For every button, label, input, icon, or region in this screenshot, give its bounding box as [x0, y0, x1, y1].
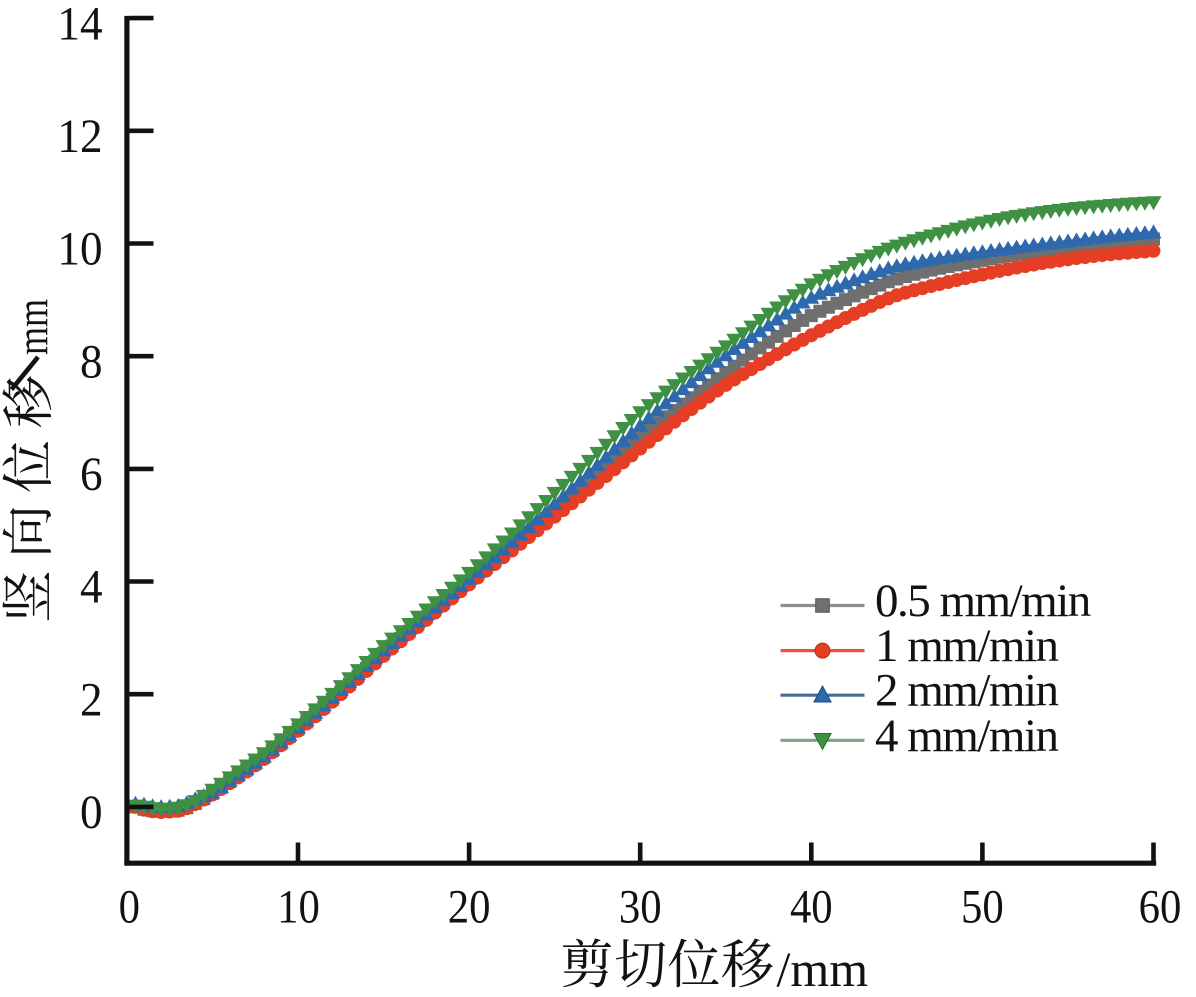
- svg-text:6: 6: [80, 449, 103, 501]
- svg-text:1 mm/min: 1 mm/min: [875, 620, 1059, 672]
- svg-text:mm: mm: [8, 299, 57, 355]
- svg-text:20: 20: [448, 880, 491, 933]
- svg-text:30: 30: [619, 880, 662, 933]
- svg-text:4: 4: [80, 562, 103, 614]
- svg-text:0: 0: [119, 880, 140, 933]
- svg-text:60: 60: [1139, 880, 1182, 933]
- svg-text:0: 0: [80, 787, 103, 839]
- svg-text:12: 12: [57, 111, 102, 163]
- svg-text:10: 10: [57, 224, 102, 276]
- svg-text:8: 8: [80, 336, 103, 388]
- svg-text:10: 10: [277, 880, 320, 933]
- svg-text:40: 40: [790, 880, 833, 933]
- svg-text:14: 14: [57, 0, 102, 51]
- svg-text:4 mm/min: 4 mm/min: [875, 710, 1059, 762]
- svg-text:0.5 mm/min: 0.5 mm/min: [875, 575, 1091, 627]
- svg-text:50: 50: [961, 880, 1004, 933]
- svg-text:/mm: /mm: [777, 941, 869, 997]
- svg-text:2: 2: [80, 674, 103, 726]
- svg-text:2 mm/min: 2 mm/min: [875, 665, 1059, 717]
